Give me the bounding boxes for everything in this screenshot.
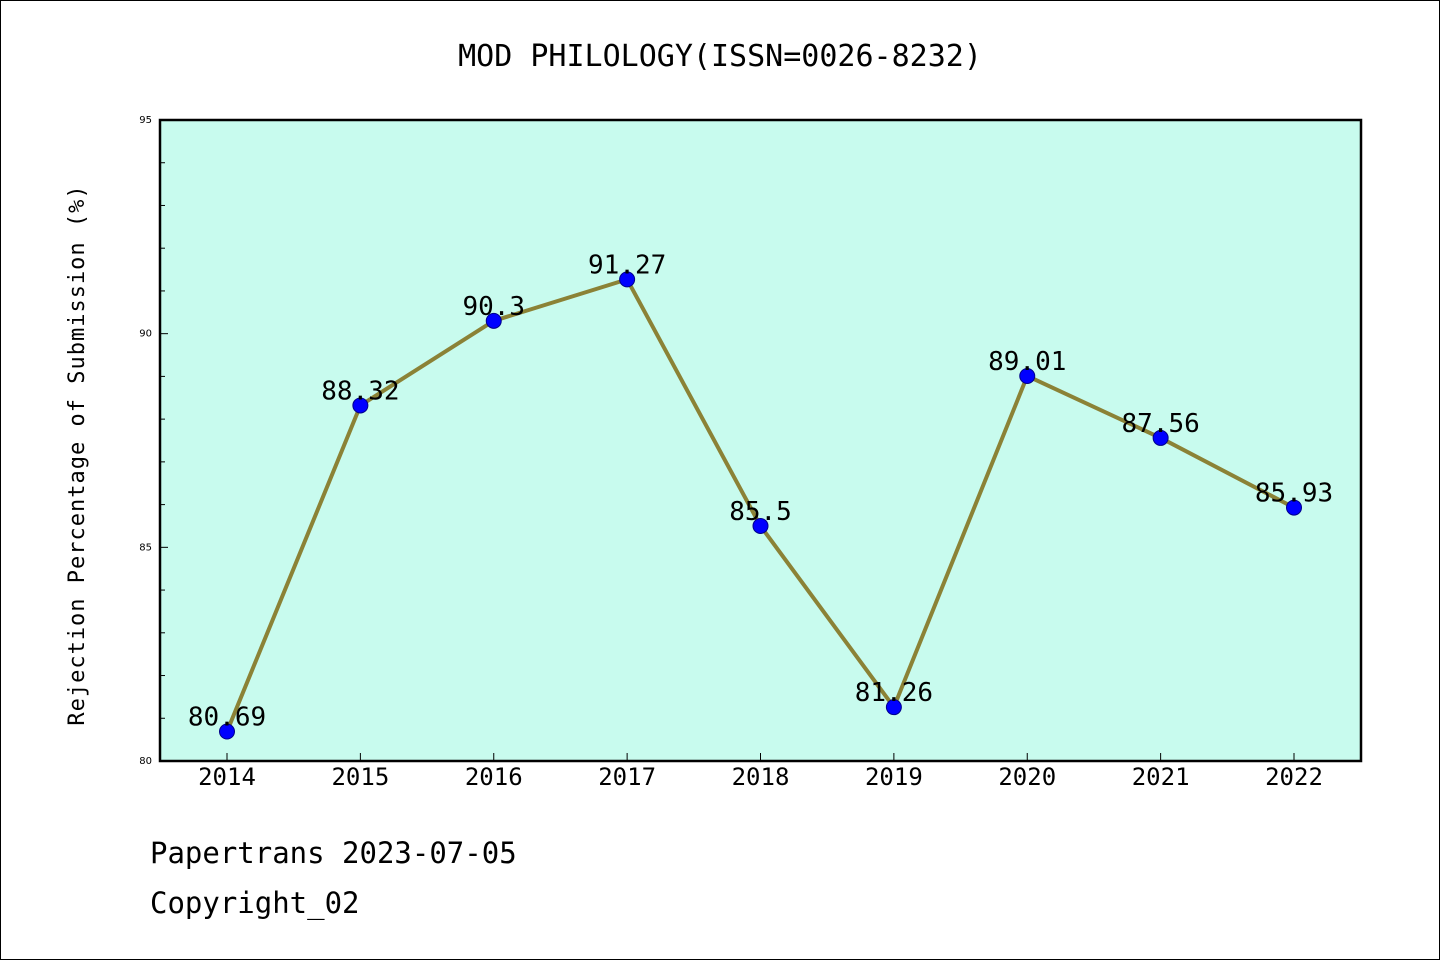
footer-copyright: Copyright_02	[150, 886, 360, 920]
plot-area	[160, 120, 1361, 761]
x-tick-label: 2021	[1132, 763, 1190, 791]
x-tick-label: 2014	[198, 763, 256, 791]
data-point	[619, 271, 636, 288]
data-point	[1152, 429, 1169, 446]
x-tick-label: 2019	[865, 763, 923, 791]
data-label: 85.93	[1255, 479, 1333, 509]
data-label: 85.5	[729, 497, 792, 527]
data-label: 91.27	[588, 250, 666, 280]
y-tick-label: 80	[139, 756, 152, 767]
data-point	[485, 312, 502, 329]
data-point	[219, 723, 235, 740]
data-label: 87.56	[1121, 409, 1199, 439]
data-label: 81.26	[855, 678, 933, 708]
data-point	[752, 517, 769, 534]
data-labels: 80.69 88.32 90.3 91.27 85.5 81.26 89.01 87.56 85…	[188, 250, 1333, 732]
x-tick-label: 2015	[331, 763, 389, 791]
x-tick-label: 2016	[465, 763, 523, 791]
data-point	[1286, 499, 1302, 516]
markers	[219, 271, 1302, 740]
data-label: 89.01	[988, 347, 1066, 377]
data-label: 80.69	[188, 703, 266, 733]
data-label: 90.3	[462, 292, 525, 322]
data-label: 88.32	[321, 376, 399, 406]
data-point	[885, 699, 902, 716]
x-tick-label: 2018	[732, 763, 790, 791]
y-tick-label: 95	[139, 115, 152, 126]
x-tick-label: 2017	[598, 763, 656, 791]
data-point	[1019, 367, 1036, 384]
data-point	[352, 397, 369, 414]
footer-date: Papertrans 2023-07-05	[150, 836, 517, 870]
chart-title: MOD PHILOLOGY(ISSN=0026-8232)	[458, 39, 982, 74]
x-tick-label: 2022	[1265, 763, 1323, 791]
y-axis-label: Rejection Percentage of Submission (%)	[65, 184, 90, 725]
plot-border	[158, 118, 1363, 763]
y-tick-label: 90	[139, 329, 152, 340]
x-tick-label: 2020	[998, 763, 1056, 791]
y-tick-label: 85	[139, 542, 152, 553]
x-axis: 2014 2015 2016 2017 2018 2019 2020 2021 2022	[198, 753, 1323, 791]
